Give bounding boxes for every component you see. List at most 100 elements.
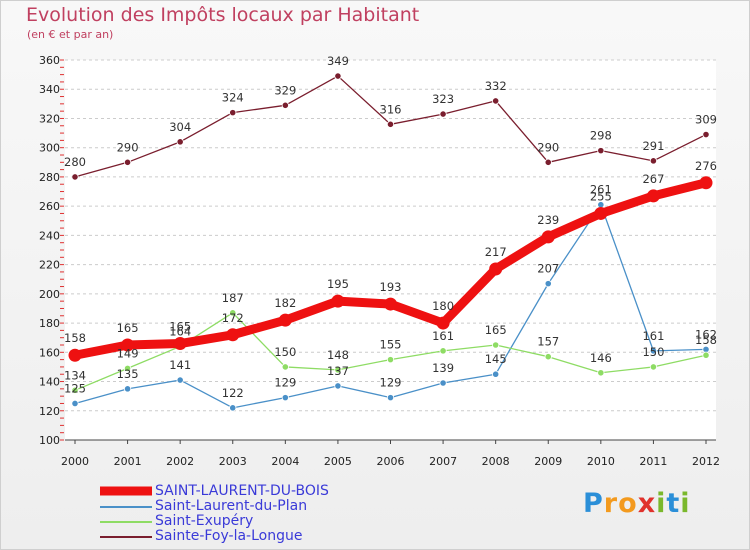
legend-label: Saint-Exupéry bbox=[155, 513, 254, 529]
data-point bbox=[544, 280, 552, 288]
y-tick-label: 220 bbox=[39, 259, 60, 272]
data-point bbox=[331, 294, 345, 308]
data-label: 323 bbox=[432, 92, 454, 106]
data-label: 122 bbox=[222, 386, 244, 400]
x-tick-label: 2000 bbox=[61, 455, 89, 468]
data-point bbox=[594, 206, 608, 220]
data-point bbox=[123, 364, 132, 372]
x-tick-label: 2009 bbox=[534, 455, 562, 468]
logo-letter: x bbox=[637, 488, 657, 519]
data-label: 158 bbox=[64, 331, 86, 345]
data-label: 145 bbox=[485, 352, 507, 366]
y-tick-label: 300 bbox=[39, 142, 60, 155]
data-label: 141 bbox=[169, 358, 191, 372]
data-point bbox=[334, 382, 342, 390]
data-label: 261 bbox=[590, 183, 612, 197]
data-point bbox=[229, 109, 237, 117]
data-point bbox=[436, 316, 450, 330]
legend-label: SAINT-LAURENT-DU-BOIS bbox=[155, 483, 329, 499]
data-label: 172 bbox=[222, 311, 244, 325]
y-tick-label: 240 bbox=[39, 229, 60, 242]
data-label: 349 bbox=[327, 54, 349, 68]
x-tick-label: 2010 bbox=[587, 455, 615, 468]
y-tick-label: 140 bbox=[39, 376, 60, 389]
data-label: 148 bbox=[327, 348, 349, 362]
x-tick-label: 2004 bbox=[271, 455, 299, 468]
data-point bbox=[649, 157, 658, 165]
data-point bbox=[439, 379, 447, 387]
data-point bbox=[544, 353, 552, 361]
y-tick-label: 340 bbox=[39, 83, 60, 96]
y-tick-label: 120 bbox=[39, 405, 60, 418]
data-label: 324 bbox=[222, 91, 244, 105]
y-tick-label: 180 bbox=[39, 317, 60, 330]
data-point bbox=[646, 189, 660, 203]
y-tick-label: 260 bbox=[39, 200, 60, 213]
data-label: 129 bbox=[380, 376, 402, 390]
data-point bbox=[702, 351, 710, 359]
data-point bbox=[123, 385, 132, 393]
legend-swatch bbox=[100, 536, 152, 538]
data-point bbox=[278, 313, 292, 327]
data-label: 329 bbox=[274, 83, 296, 97]
data-label: 207 bbox=[537, 262, 559, 276]
data-label: 158 bbox=[695, 333, 717, 347]
data-point bbox=[384, 297, 397, 311]
data-point bbox=[597, 147, 605, 155]
data-point bbox=[123, 158, 132, 166]
data-label: 125 bbox=[64, 381, 86, 395]
data-point bbox=[386, 356, 395, 364]
series-layer bbox=[68, 72, 713, 412]
data-label: 180 bbox=[432, 299, 454, 313]
data-label: 298 bbox=[590, 129, 612, 143]
data-label: 150 bbox=[642, 345, 664, 359]
data-label: 161 bbox=[432, 329, 454, 343]
chart-subtitle: (en € et par an) bbox=[27, 28, 114, 41]
data-point bbox=[229, 404, 237, 412]
logo-letter: i bbox=[680, 488, 691, 519]
data-label: 304 bbox=[169, 120, 191, 134]
data-label: 135 bbox=[117, 367, 139, 381]
data-label: 137 bbox=[327, 364, 349, 378]
x-tick-label: 2012 bbox=[692, 455, 720, 468]
data-point bbox=[386, 120, 395, 128]
x-tick-label: 2007 bbox=[429, 455, 457, 468]
data-label: 239 bbox=[537, 213, 559, 227]
data-point bbox=[121, 338, 135, 352]
data-point bbox=[597, 369, 605, 377]
data-label: 280 bbox=[64, 155, 86, 169]
data-point bbox=[281, 363, 289, 371]
x-tick-label: 2006 bbox=[377, 455, 405, 468]
data-label: 267 bbox=[642, 172, 664, 186]
data-point bbox=[492, 341, 500, 349]
x-tick-label: 2003 bbox=[219, 455, 247, 468]
data-point bbox=[649, 347, 658, 355]
data-point bbox=[699, 176, 713, 190]
data-point bbox=[176, 376, 184, 384]
y-tick-label: 360 bbox=[39, 54, 60, 67]
data-point bbox=[173, 337, 187, 351]
chart-title: Evolution des Impôts locaux par Habitant bbox=[26, 4, 420, 26]
data-label: 165 bbox=[169, 320, 191, 334]
data-point bbox=[492, 97, 500, 105]
data-label: 291 bbox=[642, 139, 664, 153]
data-point bbox=[386, 394, 395, 402]
data-label: 332 bbox=[485, 79, 507, 93]
logo-letter: P bbox=[583, 488, 604, 519]
data-label: 309 bbox=[695, 113, 717, 127]
legend-label: Saint-Laurent-du-Plan bbox=[155, 498, 308, 514]
data-point bbox=[176, 138, 184, 146]
data-label: 150 bbox=[274, 345, 296, 359]
data-label: 161 bbox=[642, 329, 664, 343]
data-label: 157 bbox=[537, 335, 559, 349]
logo-letter: i bbox=[656, 488, 667, 519]
data-point bbox=[71, 399, 79, 408]
data-point bbox=[544, 158, 552, 166]
data-point bbox=[439, 347, 447, 355]
data-point bbox=[334, 366, 342, 374]
data-label: 155 bbox=[380, 338, 402, 352]
legend-swatch bbox=[100, 506, 152, 508]
data-point bbox=[68, 348, 82, 362]
data-label: 195 bbox=[327, 277, 349, 291]
